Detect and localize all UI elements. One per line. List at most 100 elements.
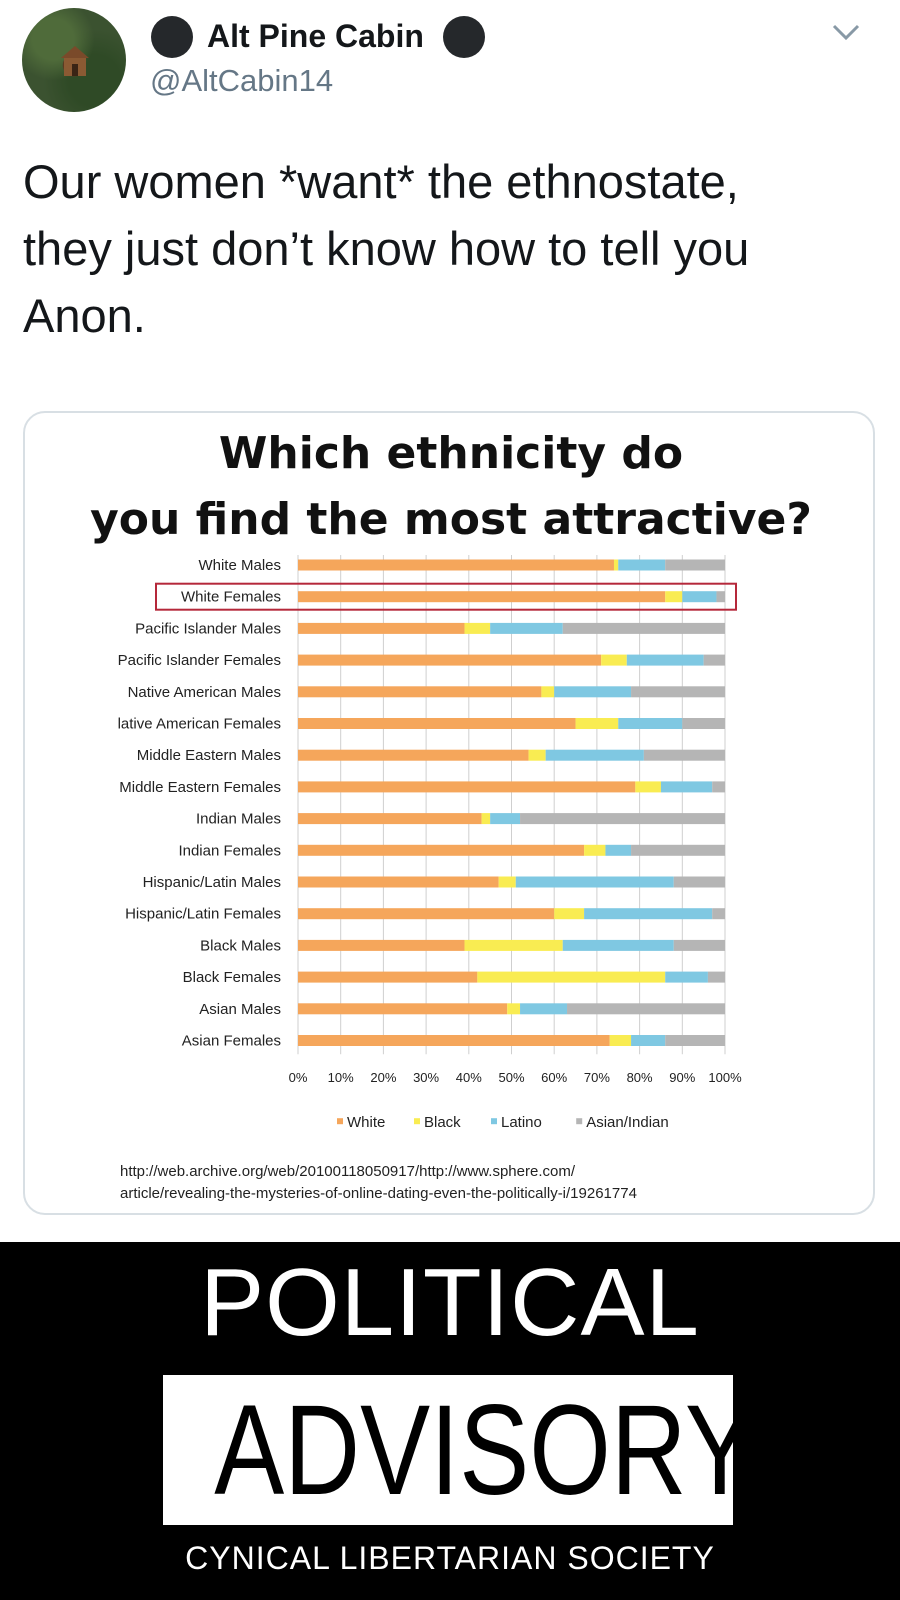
category-label: Asian Males — [199, 1001, 281, 1018]
bar-segment — [707, 971, 725, 983]
x-tick-label: 30% — [413, 1070, 439, 1085]
category-label: Hispanic/Latin Males — [143, 874, 281, 891]
bar-segment — [575, 718, 619, 729]
advisory-label-box: ADVISORY — [163, 1375, 755, 1525]
bar-segment — [298, 939, 465, 951]
bar-segment — [673, 876, 725, 888]
bar-segment — [490, 813, 521, 825]
avatar[interactable] — [22, 8, 126, 112]
bar-segment — [609, 1035, 632, 1046]
legend-swatch — [337, 1118, 343, 1125]
user-handle[interactable]: @AltCabin14 — [150, 63, 334, 98]
bar-segment — [584, 844, 606, 856]
category-label: Hispanic/Latin Females — [125, 906, 281, 923]
bar-segment — [635, 781, 661, 793]
x-tick-label: 20% — [370, 1070, 396, 1085]
bar-segment — [545, 749, 644, 761]
category-label: lative American Females — [118, 716, 281, 733]
legend-label: Black — [424, 1114, 461, 1131]
display-name[interactable]: Alt Pine Cabin — [207, 18, 424, 54]
tweet-header: Alt Pine Cabin @AltCabin14 — [0, 0, 900, 120]
chevron-down-icon[interactable] — [830, 20, 862, 44]
x-tick-label: 10% — [328, 1070, 354, 1085]
bar-segment — [507, 1003, 521, 1015]
advisory-political-text: POLITICAL — [200, 1249, 700, 1356]
legend-label: Latino — [501, 1114, 542, 1131]
bar-segment — [298, 813, 482, 825]
bar-segment — [618, 718, 683, 729]
category-label: Indian Males — [196, 811, 281, 828]
chart-title-line: Which ethnicity do — [218, 428, 684, 479]
bar-segment — [613, 559, 619, 571]
x-tick-label: 40% — [456, 1070, 482, 1085]
cabin-icon — [61, 46, 89, 76]
category-label: Pacific Islander Females — [118, 652, 281, 669]
bar-segment — [298, 844, 585, 856]
bar-segment — [298, 781, 636, 793]
bar-segment — [298, 1035, 610, 1046]
bar-segment — [520, 813, 725, 825]
bar-segment — [528, 749, 546, 761]
chart-image-card[interactable]: Which ethnicity do you find the most att… — [23, 411, 875, 1215]
chart-title-line: you find the most attractive? — [90, 494, 812, 545]
bar-segment — [703, 654, 725, 666]
bar-segment — [298, 971, 478, 983]
bar-segment — [665, 559, 725, 571]
category-label: Black Males — [200, 937, 281, 954]
x-tick-label: 70% — [584, 1070, 610, 1085]
bar-segment — [298, 591, 666, 603]
bar-segment — [631, 844, 725, 856]
bar-segment — [716, 591, 725, 603]
category-label: Black Females — [183, 969, 281, 986]
stacked-bar-chart: White Males White Females Pacific Islander… — [118, 555, 742, 1131]
category-label: White Males — [198, 557, 281, 574]
bar-segment — [490, 622, 563, 634]
tweet-text-line: Anon. — [23, 289, 146, 342]
emoji-dot-left — [151, 16, 193, 58]
bar-segment — [712, 781, 725, 793]
category-label: Native American Males — [128, 684, 281, 701]
tweet-text-line: Our women *want* the ethnostate, — [23, 155, 739, 208]
bar-segment — [682, 718, 725, 729]
bar-segment — [554, 686, 632, 698]
bar-segment — [712, 908, 725, 920]
bar-segment — [601, 654, 627, 666]
tweet-text: Our women *want* the ethnostate, they ju… — [23, 148, 883, 349]
category-label: White Females — [181, 589, 281, 606]
bar-segment — [673, 939, 725, 951]
bar-segment — [665, 971, 708, 983]
political-advisory-banner: POLITICAL ADVISORY CYNICAL LIBERTARIAN S… — [0, 1242, 900, 1600]
x-tick-label: 90% — [669, 1070, 695, 1085]
bar-segment — [481, 813, 491, 825]
source-line: article/revealing-the-mysteries-of-onlin… — [120, 1185, 637, 1202]
legend-label: Asian/Indian — [586, 1114, 669, 1131]
source-line: http://web.archive.org/web/2010011805091… — [120, 1163, 576, 1180]
bar-segment — [520, 1003, 568, 1015]
chart-title: Which ethnicity do you find the most att… — [25, 421, 873, 553]
bar-segment — [567, 1003, 725, 1015]
legend-swatch — [491, 1118, 497, 1125]
category-label: Asian Females — [182, 1033, 281, 1050]
category-label: Middle Eastern Males — [137, 747, 281, 764]
bar-segment — [643, 749, 725, 761]
bar-segment — [298, 876, 499, 888]
category-label: Pacific Islander Males — [135, 620, 281, 637]
advisory-advisory-text: ADVISORY — [214, 1379, 755, 1522]
bar-segment — [515, 876, 674, 888]
bar-segment — [298, 908, 555, 920]
bar-segment — [298, 559, 614, 571]
legend-swatch — [414, 1118, 420, 1125]
bar-segment — [584, 908, 713, 920]
x-tick-label: 60% — [541, 1070, 567, 1085]
bar-segment — [541, 686, 555, 698]
bar-segment — [631, 686, 725, 698]
bar-segment — [498, 876, 516, 888]
bar-segment — [298, 654, 602, 666]
bar-segment — [665, 591, 683, 603]
bar-segment — [605, 844, 632, 856]
source-citation: http://web.archive.org/web/2010011805091… — [120, 1161, 637, 1205]
bar-segment — [464, 939, 563, 951]
bar-segment — [562, 622, 725, 634]
bar-segment — [464, 622, 491, 634]
bar-segment — [298, 1003, 508, 1015]
